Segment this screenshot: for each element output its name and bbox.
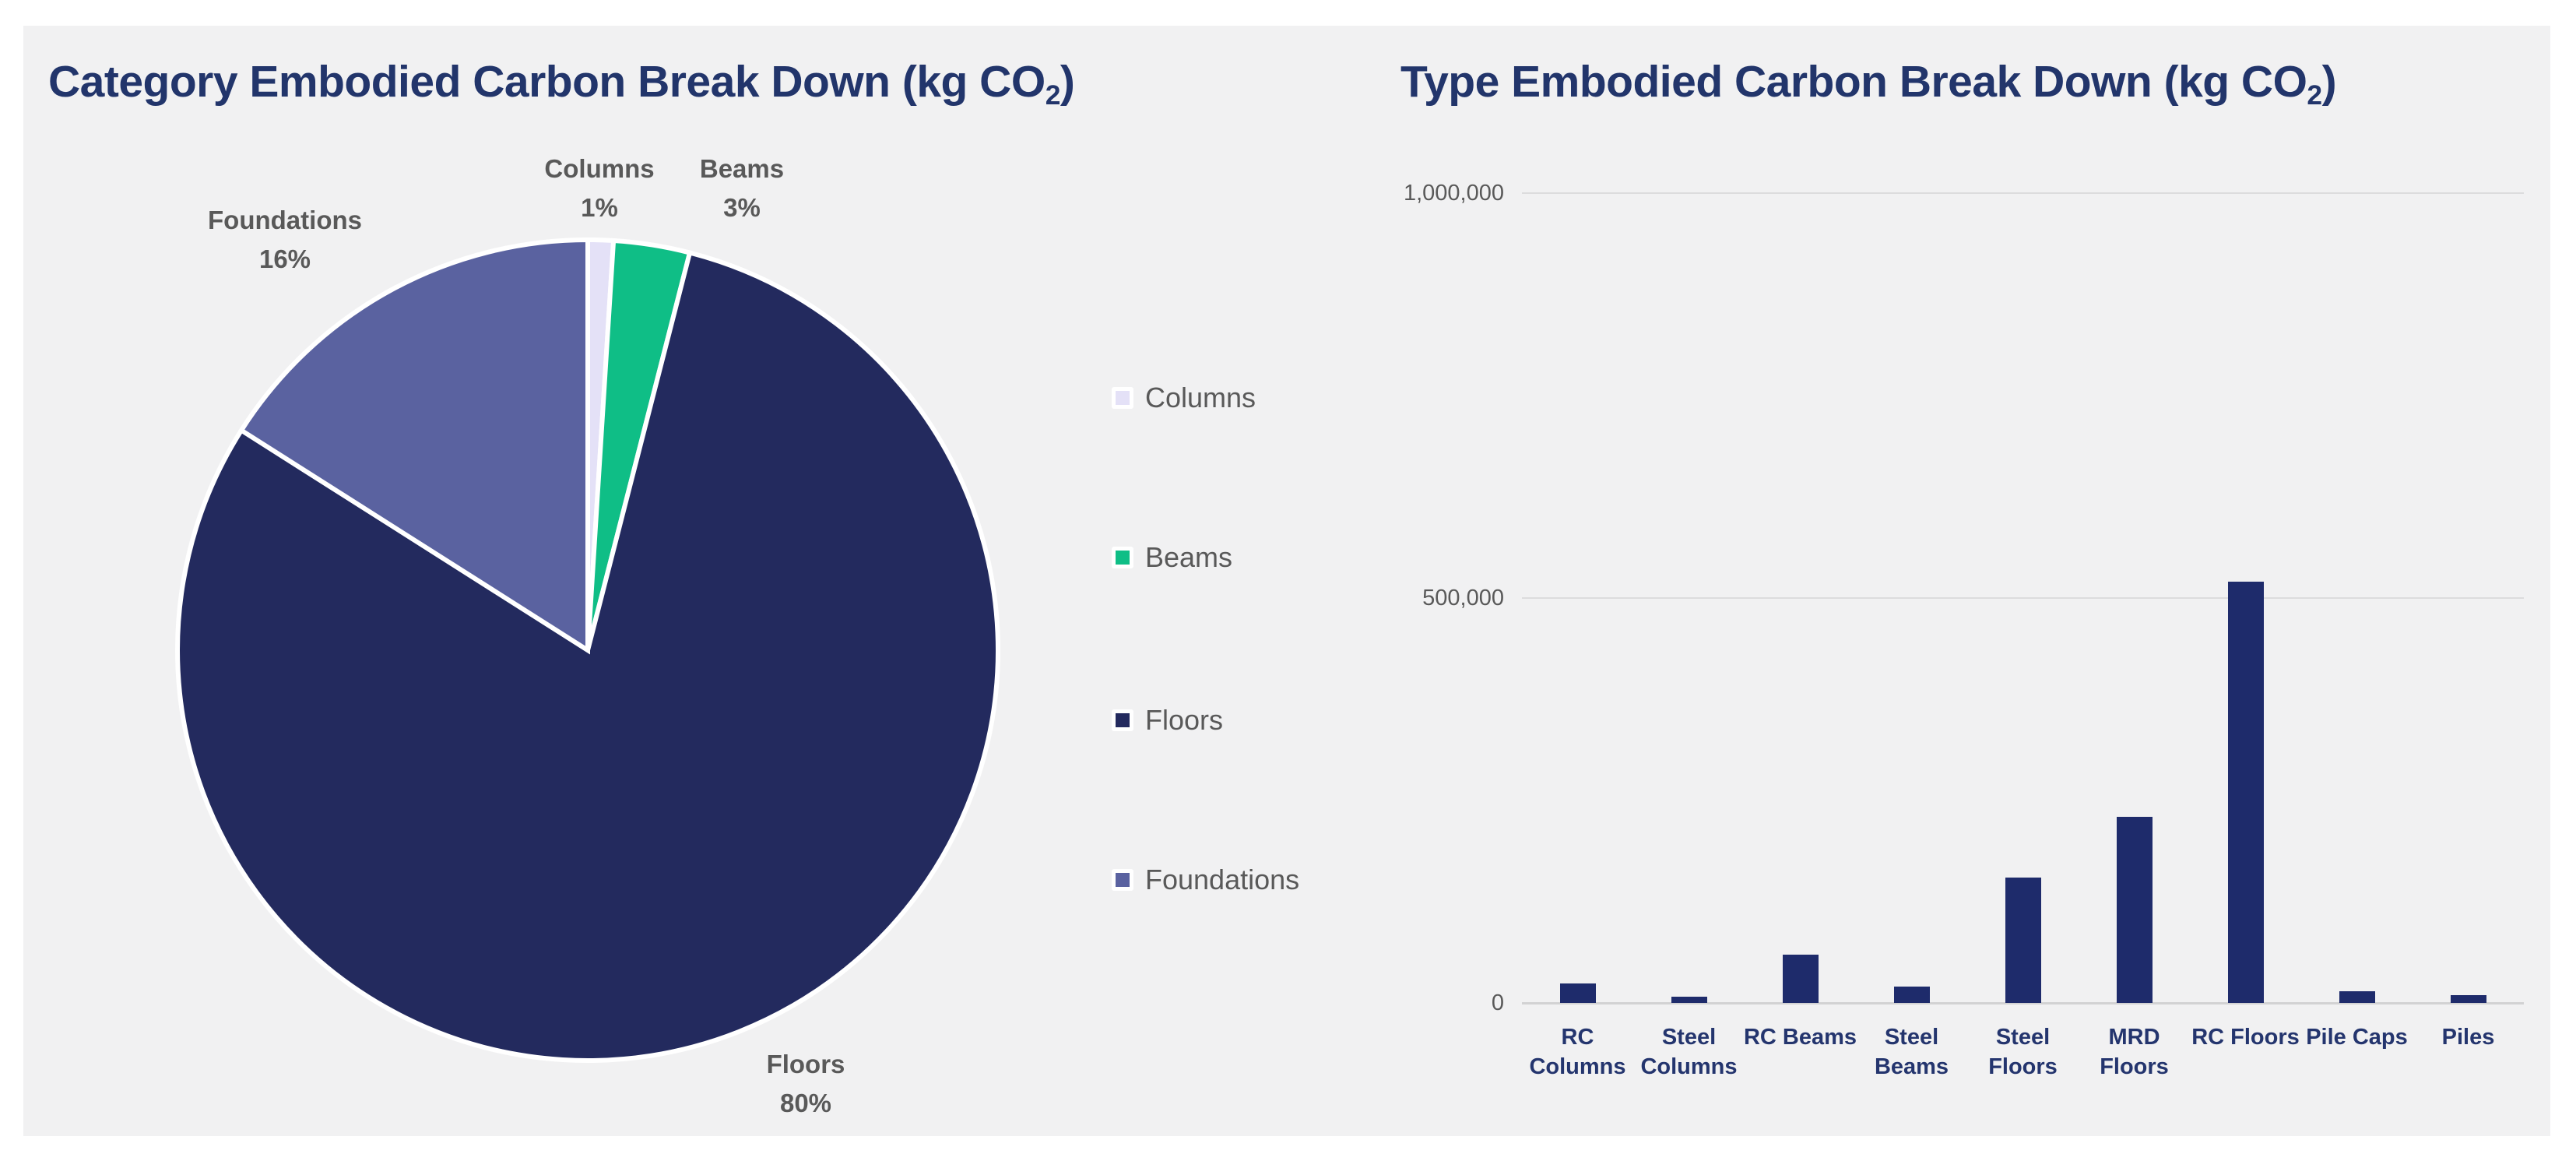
category-label-line: Columns	[1640, 1054, 1738, 1079]
bar-mrd-floors[interactable]	[2116, 816, 2153, 1003]
pie-label-name: Beams	[699, 154, 785, 183]
category-label-line: MRD	[2108, 1025, 2160, 1050]
legend-label: Floors	[1145, 704, 1224, 736]
bar-slot-rc-columns: RC Columns	[1522, 193, 1633, 1079]
bar-steel-beams[interactable]	[1893, 987, 1930, 1003]
pie-label-percent: 80%	[779, 1089, 832, 1117]
category-label-line: Beams	[1874, 1054, 1949, 1079]
pie-label-foundations: Foundations 16%	[153, 201, 417, 279]
bar-rc-columns[interactable]	[1559, 983, 1596, 1003]
gridline-1000000	[1522, 192, 2524, 194]
pie-label-percent: 1%	[581, 193, 618, 222]
legend-item-foundations[interactable]: Foundations	[1112, 863, 1299, 897]
category-label-line: Piles	[2441, 1025, 2495, 1050]
pie-chart-title: Category Embodied Carbon Break Down (kg …	[48, 56, 1075, 111]
category-label-rc-beams: RC Beams	[1734, 1022, 1868, 1052]
legend-label: Beams	[1145, 541, 1233, 573]
bar-chart-title: Type Embodied Carbon Break Down (kg CO2)	[1400, 56, 2337, 111]
pie-title-text: Category Embodied Carbon Break Down (kg …	[48, 57, 1046, 107]
bar-title-subscript: 2	[2307, 79, 2322, 111]
pie-label-floors: Floors 80%	[673, 1045, 938, 1123]
category-label-rc-floors: RC Floors	[2179, 1022, 2313, 1052]
bar-plot-area: RC Columns Steel Columns RC Beams Steel Beams S…	[1522, 193, 2524, 1079]
category-label-steel-floors: Steel Floors	[1956, 1022, 2090, 1082]
pie-title-suffix: )	[1060, 57, 1075, 107]
x-axis-line	[1522, 1002, 2524, 1004]
bar-title-text: Type Embodied Carbon Break Down (kg CO	[1400, 57, 2307, 107]
category-label-piles: Piles	[2402, 1022, 2536, 1052]
legend-swatch-box	[1112, 547, 1133, 568]
category-label-pile-caps: Pile Caps	[2290, 1022, 2424, 1052]
category-label-line: RC Beams	[1743, 1025, 1857, 1050]
legend-label: Foundations	[1145, 864, 1300, 895]
bar-rc-floors[interactable]	[2227, 582, 2264, 1003]
legend-color-swatch	[1116, 713, 1130, 727]
bar-steel-floors[interactable]	[2005, 877, 2041, 1003]
category-label-line: Steel	[1661, 1025, 1717, 1050]
legend-item-beams[interactable]: Beams	[1112, 540, 1232, 575]
category-label-rc-columns: RC Columns	[1511, 1022, 1645, 1082]
pie-label-percent: 16%	[258, 245, 311, 273]
bar-piles[interactable]	[2450, 994, 2486, 1003]
category-label-line: Steel	[1884, 1025, 1939, 1050]
legend-color-swatch	[1116, 551, 1130, 565]
legend-color-swatch	[1116, 873, 1130, 887]
y-tick-label-0: 0	[1491, 990, 1504, 1015]
category-label-mrd-floors: MRD Floors	[2068, 1022, 2202, 1082]
category-label-line: Columns	[1529, 1054, 1626, 1079]
category-label-line: Floors	[1988, 1054, 2058, 1079]
legend-label: Columns	[1145, 382, 1256, 413]
legend-color-swatch	[1116, 391, 1130, 405]
pie-label-name: Floors	[766, 1050, 845, 1078]
bar-title-suffix: )	[2321, 57, 2337, 107]
y-tick-label-1000000: 1,000,000	[1403, 181, 1504, 206]
pie-label-beams: Beams 3%	[610, 150, 874, 227]
category-label-steel-beams: Steel Beams	[1845, 1022, 1979, 1082]
bar-slot-pile-caps: Pile Caps	[2301, 193, 2413, 1050]
bar-slot-rc-beams: RC Beams	[1744, 193, 1857, 1050]
bar-slot-mrd-floors: MRD Floors	[2079, 193, 2190, 1079]
category-label-line: Steel	[1995, 1025, 2051, 1050]
gridline-500000	[1522, 597, 2524, 599]
pie-slice-foundations[interactable]	[237, 237, 590, 655]
category-label-line: RC Floors	[2191, 1025, 2300, 1050]
bar-slot-steel-floors: Steel Floors	[1967, 193, 2079, 1079]
bar-pile-caps[interactable]	[2339, 991, 2375, 1003]
pie-title-subscript: 2	[1045, 79, 1061, 111]
legend-swatch-box	[1112, 709, 1133, 731]
category-label-line: RC	[1561, 1025, 1594, 1050]
legend-swatch-box	[1112, 869, 1133, 891]
pie-label-percent: 3%	[723, 193, 761, 222]
legend-swatch-box	[1112, 387, 1133, 409]
bar-steel-columns[interactable]	[1671, 996, 1707, 1003]
bar-slot-steel-columns: Steel Columns	[1633, 193, 1745, 1079]
category-label-line: Floors	[2100, 1054, 2169, 1079]
pie-label-columns: Columns 1%	[467, 150, 732, 227]
bar-slot-rc-floors: RC Floors	[2190, 193, 2301, 1050]
bar-rc-beams[interactable]	[1782, 954, 1819, 1003]
category-label-line: Pile Caps	[2306, 1025, 2408, 1050]
pie-chart	[173, 235, 1003, 1065]
legend-item-columns[interactable]: Columns	[1112, 381, 1256, 415]
pie-svg	[175, 237, 1000, 1064]
bar-slot-piles: Piles	[2413, 193, 2524, 1050]
pie-label-name: Foundations	[208, 206, 362, 234]
y-tick-label-500000: 500,000	[1422, 586, 1504, 610]
legend-item-floors[interactable]: Floors	[1112, 703, 1223, 737]
pie-label-name: Columns	[544, 154, 655, 183]
category-label-steel-columns: Steel Columns	[1622, 1022, 1756, 1082]
pie-slice-floors[interactable]	[175, 249, 1000, 1064]
bar-slot-steel-beams: Steel Beams	[1856, 193, 1967, 1079]
